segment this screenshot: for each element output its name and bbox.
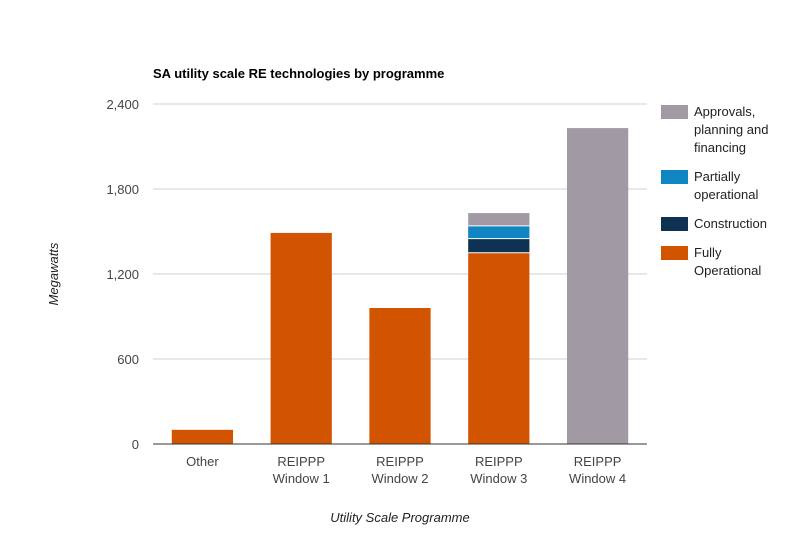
y-tick-label: 1,800: [106, 182, 139, 197]
bar-fully-operational: [369, 308, 431, 444]
x-tick-label-line: REIPPP: [277, 454, 325, 469]
legend-swatch: [661, 170, 688, 184]
x-tick-label-line: REIPPP: [475, 454, 523, 469]
y-tick-label: 1,200: [106, 267, 139, 282]
y-tick-label: 600: [117, 352, 139, 367]
y-tick-labels: 0 600 1,200 1,800 2,400: [106, 97, 139, 452]
bars-group: [171, 128, 629, 445]
legend-label: Construction: [694, 216, 767, 231]
legend-label-line: Fully: [694, 245, 722, 260]
legend-label: Partially operational: [694, 169, 758, 202]
legend-label-line: operational: [694, 187, 758, 202]
legend-swatch: [661, 105, 688, 119]
bar-approvals-planning-and-financing: [566, 128, 629, 445]
bar-construction: [468, 238, 530, 253]
x-tick-label-line: Window 2: [371, 471, 428, 486]
x-tick-label: REIPPP Window 1: [273, 454, 330, 486]
y-tick-label: 0: [132, 437, 139, 452]
x-tick-label-line: Other: [186, 454, 219, 469]
legend-swatch: [661, 217, 688, 231]
legend-label-line: Operational: [694, 263, 761, 278]
legend-label: Approvals, planning and financing: [694, 104, 768, 155]
bar-approvals-planning-and-financing: [468, 213, 530, 226]
y-axis-title: Megawatts: [46, 242, 61, 305]
legend-label-line: financing: [694, 140, 746, 155]
legend-label-line: Approvals,: [694, 104, 755, 119]
x-tick-labels: Other REIPPP Window 1 REIPPP Window 2 REIPPP W…: [186, 454, 626, 486]
x-tick-label-line: REIPPP: [376, 454, 424, 469]
x-axis-title: Utility Scale Programme: [330, 510, 469, 525]
legend-label-line: planning and: [694, 122, 768, 137]
bar-fully-operational: [468, 252, 530, 444]
legend-label-line: Construction: [694, 216, 767, 231]
legend-label-line: Partially: [694, 169, 741, 184]
x-tick-label-line: REIPPP: [574, 454, 622, 469]
chart-title: SA utility scale RE technologies by prog…: [153, 66, 444, 81]
x-tick-label: REIPPP Window 3: [470, 454, 527, 486]
bar-fully-operational: [270, 232, 332, 444]
x-tick-label-line: Window 1: [273, 471, 330, 486]
bar-fully-operational: [171, 429, 234, 444]
legend-label: Fully Operational: [694, 245, 761, 278]
x-tick-label: REIPPP Window 4: [569, 454, 626, 486]
legend-swatch: [661, 246, 688, 260]
y-tick-label: 2,400: [106, 97, 139, 112]
bar-partially-operational: [468, 225, 530, 239]
x-tick-label-line: Window 4: [569, 471, 626, 486]
x-tick-label: REIPPP Window 2: [371, 454, 428, 486]
legend: Approvals, planning and financing Partially…: [661, 104, 768, 278]
x-tick-label-line: Window 3: [470, 471, 527, 486]
x-tick-label: Other: [186, 454, 219, 469]
